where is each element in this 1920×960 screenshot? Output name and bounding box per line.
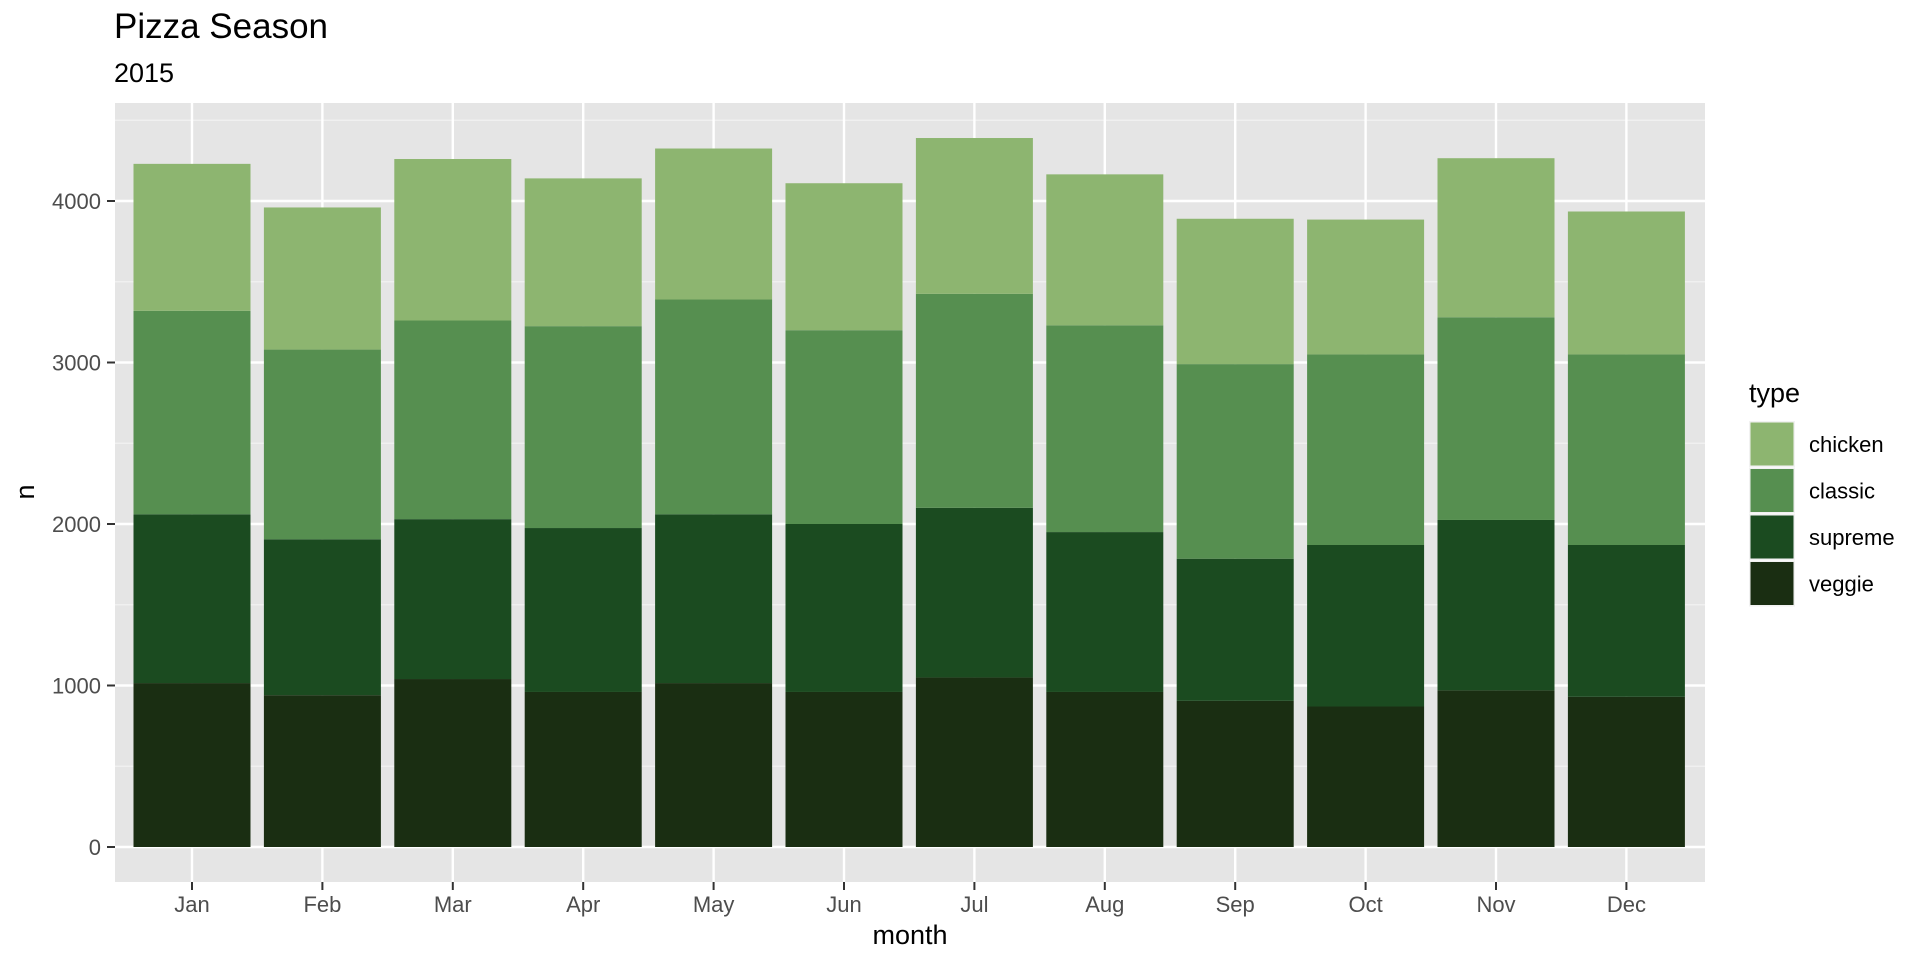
bar-supreme-nov xyxy=(1437,519,1555,691)
x-tick-label: Jan xyxy=(174,892,209,917)
bar-veggie-may xyxy=(655,683,773,847)
bar-supreme-jan xyxy=(133,514,251,684)
x-tick-label: Jul xyxy=(960,892,988,917)
bar-chicken-jun xyxy=(785,183,903,331)
chart-subtitle: 2015 xyxy=(114,58,174,88)
legend-label-supreme: supreme xyxy=(1809,525,1895,550)
bar-veggie-mar xyxy=(394,679,512,847)
legend-label-veggie: veggie xyxy=(1809,572,1874,597)
bar-chicken-feb xyxy=(263,207,381,350)
bar-classic-nov xyxy=(1437,317,1555,520)
x-tick-label: Nov xyxy=(1476,892,1515,917)
bar-classic-may xyxy=(655,299,773,515)
bar-veggie-jun xyxy=(785,691,903,847)
x-tick-label: May xyxy=(693,892,735,917)
bar-veggie-apr xyxy=(524,691,642,847)
x-tick-label: Jun xyxy=(826,892,861,917)
bar-supreme-aug xyxy=(1046,532,1164,692)
bar-supreme-jun xyxy=(785,524,903,692)
bar-supreme-jul xyxy=(915,507,1033,678)
x-tick-label: Sep xyxy=(1216,892,1255,917)
bar-chicken-may xyxy=(655,148,773,300)
bar-classic-jan xyxy=(133,310,251,515)
bar-classic-feb xyxy=(263,349,381,540)
bar-veggie-jan xyxy=(133,683,251,847)
bar-chicken-mar xyxy=(394,159,512,321)
bar-supreme-oct xyxy=(1307,544,1425,707)
bar-classic-mar xyxy=(394,320,512,520)
bar-chicken-oct xyxy=(1307,219,1425,355)
bar-veggie-sep xyxy=(1176,700,1294,847)
y-axis-title: n xyxy=(10,484,40,499)
bar-supreme-dec xyxy=(1567,544,1685,697)
legend-swatch-veggie xyxy=(1750,562,1794,605)
y-tick-label: 3000 xyxy=(52,351,101,376)
bar-supreme-apr xyxy=(524,528,642,692)
x-axis-title: month xyxy=(872,920,947,950)
bar-chicken-aug xyxy=(1046,174,1164,326)
bar-supreme-mar xyxy=(394,519,512,680)
bars xyxy=(133,138,1685,847)
bar-classic-apr xyxy=(524,326,642,529)
x-tick-label: Oct xyxy=(1348,892,1382,917)
y-tick-label: 4000 xyxy=(52,189,101,214)
bar-classic-jul xyxy=(915,293,1033,508)
bar-chicken-dec xyxy=(1567,211,1685,355)
bar-chicken-jan xyxy=(133,163,251,311)
legend-swatch-supreme xyxy=(1750,515,1794,559)
y-tick-label: 1000 xyxy=(52,674,101,699)
x-tick-label: Dec xyxy=(1607,892,1646,917)
bar-supreme-may xyxy=(655,514,773,684)
legend: type chicken classic supreme veggie xyxy=(1749,378,1895,607)
bar-classic-jun xyxy=(785,330,903,524)
y-axis: 0 1000 2000 3000 4000 xyxy=(52,189,115,860)
legend-label-classic: classic xyxy=(1809,479,1875,504)
legend-swatch-classic xyxy=(1750,469,1794,512)
x-tick-label: Feb xyxy=(303,892,341,917)
bar-veggie-feb xyxy=(263,695,381,847)
bar-classic-oct xyxy=(1307,354,1425,545)
bar-supreme-sep xyxy=(1176,558,1294,701)
x-tick-label: Mar xyxy=(434,892,472,917)
chart-title: Pizza Season xyxy=(114,7,328,46)
y-tick-label: 0 xyxy=(89,835,101,860)
bar-chicken-apr xyxy=(524,178,642,327)
bar-veggie-dec xyxy=(1567,696,1685,847)
bar-chicken-sep xyxy=(1176,218,1294,365)
bar-classic-dec xyxy=(1567,354,1685,545)
x-tick-label: Apr xyxy=(566,892,600,917)
bar-veggie-oct xyxy=(1307,706,1425,847)
x-tick-label: Aug xyxy=(1085,892,1124,917)
bar-supreme-feb xyxy=(263,539,381,696)
bar-classic-aug xyxy=(1046,325,1164,533)
bar-chicken-jul xyxy=(915,138,1033,294)
legend-title: type xyxy=(1749,378,1800,408)
bar-classic-sep xyxy=(1176,364,1294,559)
bar-chicken-nov xyxy=(1437,158,1555,318)
bar-veggie-jul xyxy=(915,677,1033,847)
bar-veggie-aug xyxy=(1046,691,1164,847)
y-tick-label: 2000 xyxy=(52,512,101,537)
x-axis: Jan Feb Mar Apr May Jun Jul Aug Sep Oct Nov Dec xyxy=(174,882,1646,917)
legend-label-chicken: chicken xyxy=(1809,432,1884,457)
bar-veggie-nov xyxy=(1437,690,1555,847)
legend-swatch-chicken xyxy=(1750,422,1794,466)
